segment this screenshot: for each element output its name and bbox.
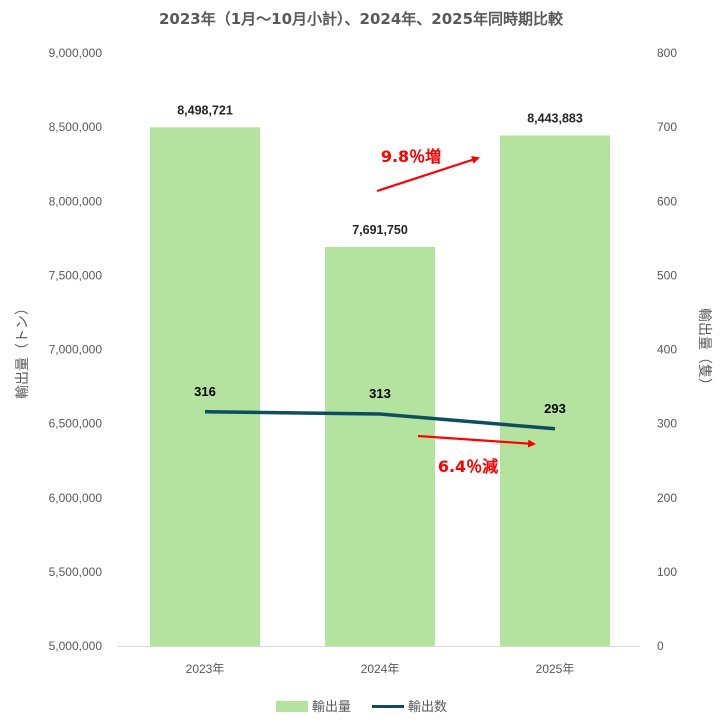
legend: 輸出量 輸出数 [276,700,447,715]
bar-data-label: 8,443,883 [527,111,583,125]
bar-data-label: 7,691,750 [352,223,408,237]
y2-tick-label: 800 [657,46,677,60]
chart-title: 2023年（1月〜10月小計）、2024年、2025年同時期比較 [159,10,564,28]
y-axis-title: 輸出量（トン） [15,301,31,399]
line-data-label: 316 [194,384,216,399]
bar [150,127,260,646]
increase-arrow [376,156,480,193]
increase-annotation: 9.8％増 [381,147,441,166]
legend-line-label: 輸出数 [408,700,447,715]
y-tick-label: 9,000,000 [49,46,103,60]
decrease-arrow [417,434,536,448]
y-tick-label: 6,500,000 [49,417,103,431]
y2-tick-label: 700 [657,120,677,134]
y2-tick-label: 600 [657,194,677,208]
y2-tick-label: 0 [657,639,664,653]
line-series [204,410,556,431]
y-tick-label: 5,000,000 [49,639,103,653]
y-tick-label: 5,500,000 [49,565,103,579]
y-tick-label: 6,000,000 [49,491,103,505]
y2-tick-label: 300 [657,417,677,431]
y2-tick-label: 400 [657,343,677,357]
x-tick-label: 2023年 [186,662,225,676]
decrease-annotation: 6.4％減 [438,457,498,476]
line-data-labels: 316 313 293 [194,384,566,416]
x-tick-label: 2025年 [536,662,575,676]
y2-axis-ticks: 0 100 200 300 400 500 600 700 800 [657,46,677,653]
y-tick-label: 8,500,000 [49,120,103,134]
x-axis-ticks: 2023年 2024年 2025年 [186,662,575,676]
y-axis-ticks: 5,000,000 5,500,000 6,000,000 6,500,000 7,00… [49,46,103,653]
legend-bar-label: 輸出量 [312,700,351,715]
y2-axis-title: 輸出量（隻） [696,308,712,392]
bar [325,246,435,646]
bar-series [150,127,610,647]
line-data-label: 293 [544,401,566,416]
line-data-label: 313 [369,386,391,401]
bar-data-label: 8,498,721 [177,103,233,117]
y2-tick-label: 200 [657,491,677,505]
y2-tick-label: 500 [657,268,677,282]
y-tick-label: 7,500,000 [49,268,103,282]
y2-tick-label: 100 [657,565,677,579]
bar-data-labels: 8,498,721 7,691,750 8,443,883 [177,103,583,237]
bar [500,135,610,647]
y-tick-label: 7,000,000 [49,343,103,357]
x-tick-label: 2024年 [361,662,400,676]
y-tick-label: 8,000,000 [49,194,103,208]
legend-bar-swatch [276,701,308,712]
